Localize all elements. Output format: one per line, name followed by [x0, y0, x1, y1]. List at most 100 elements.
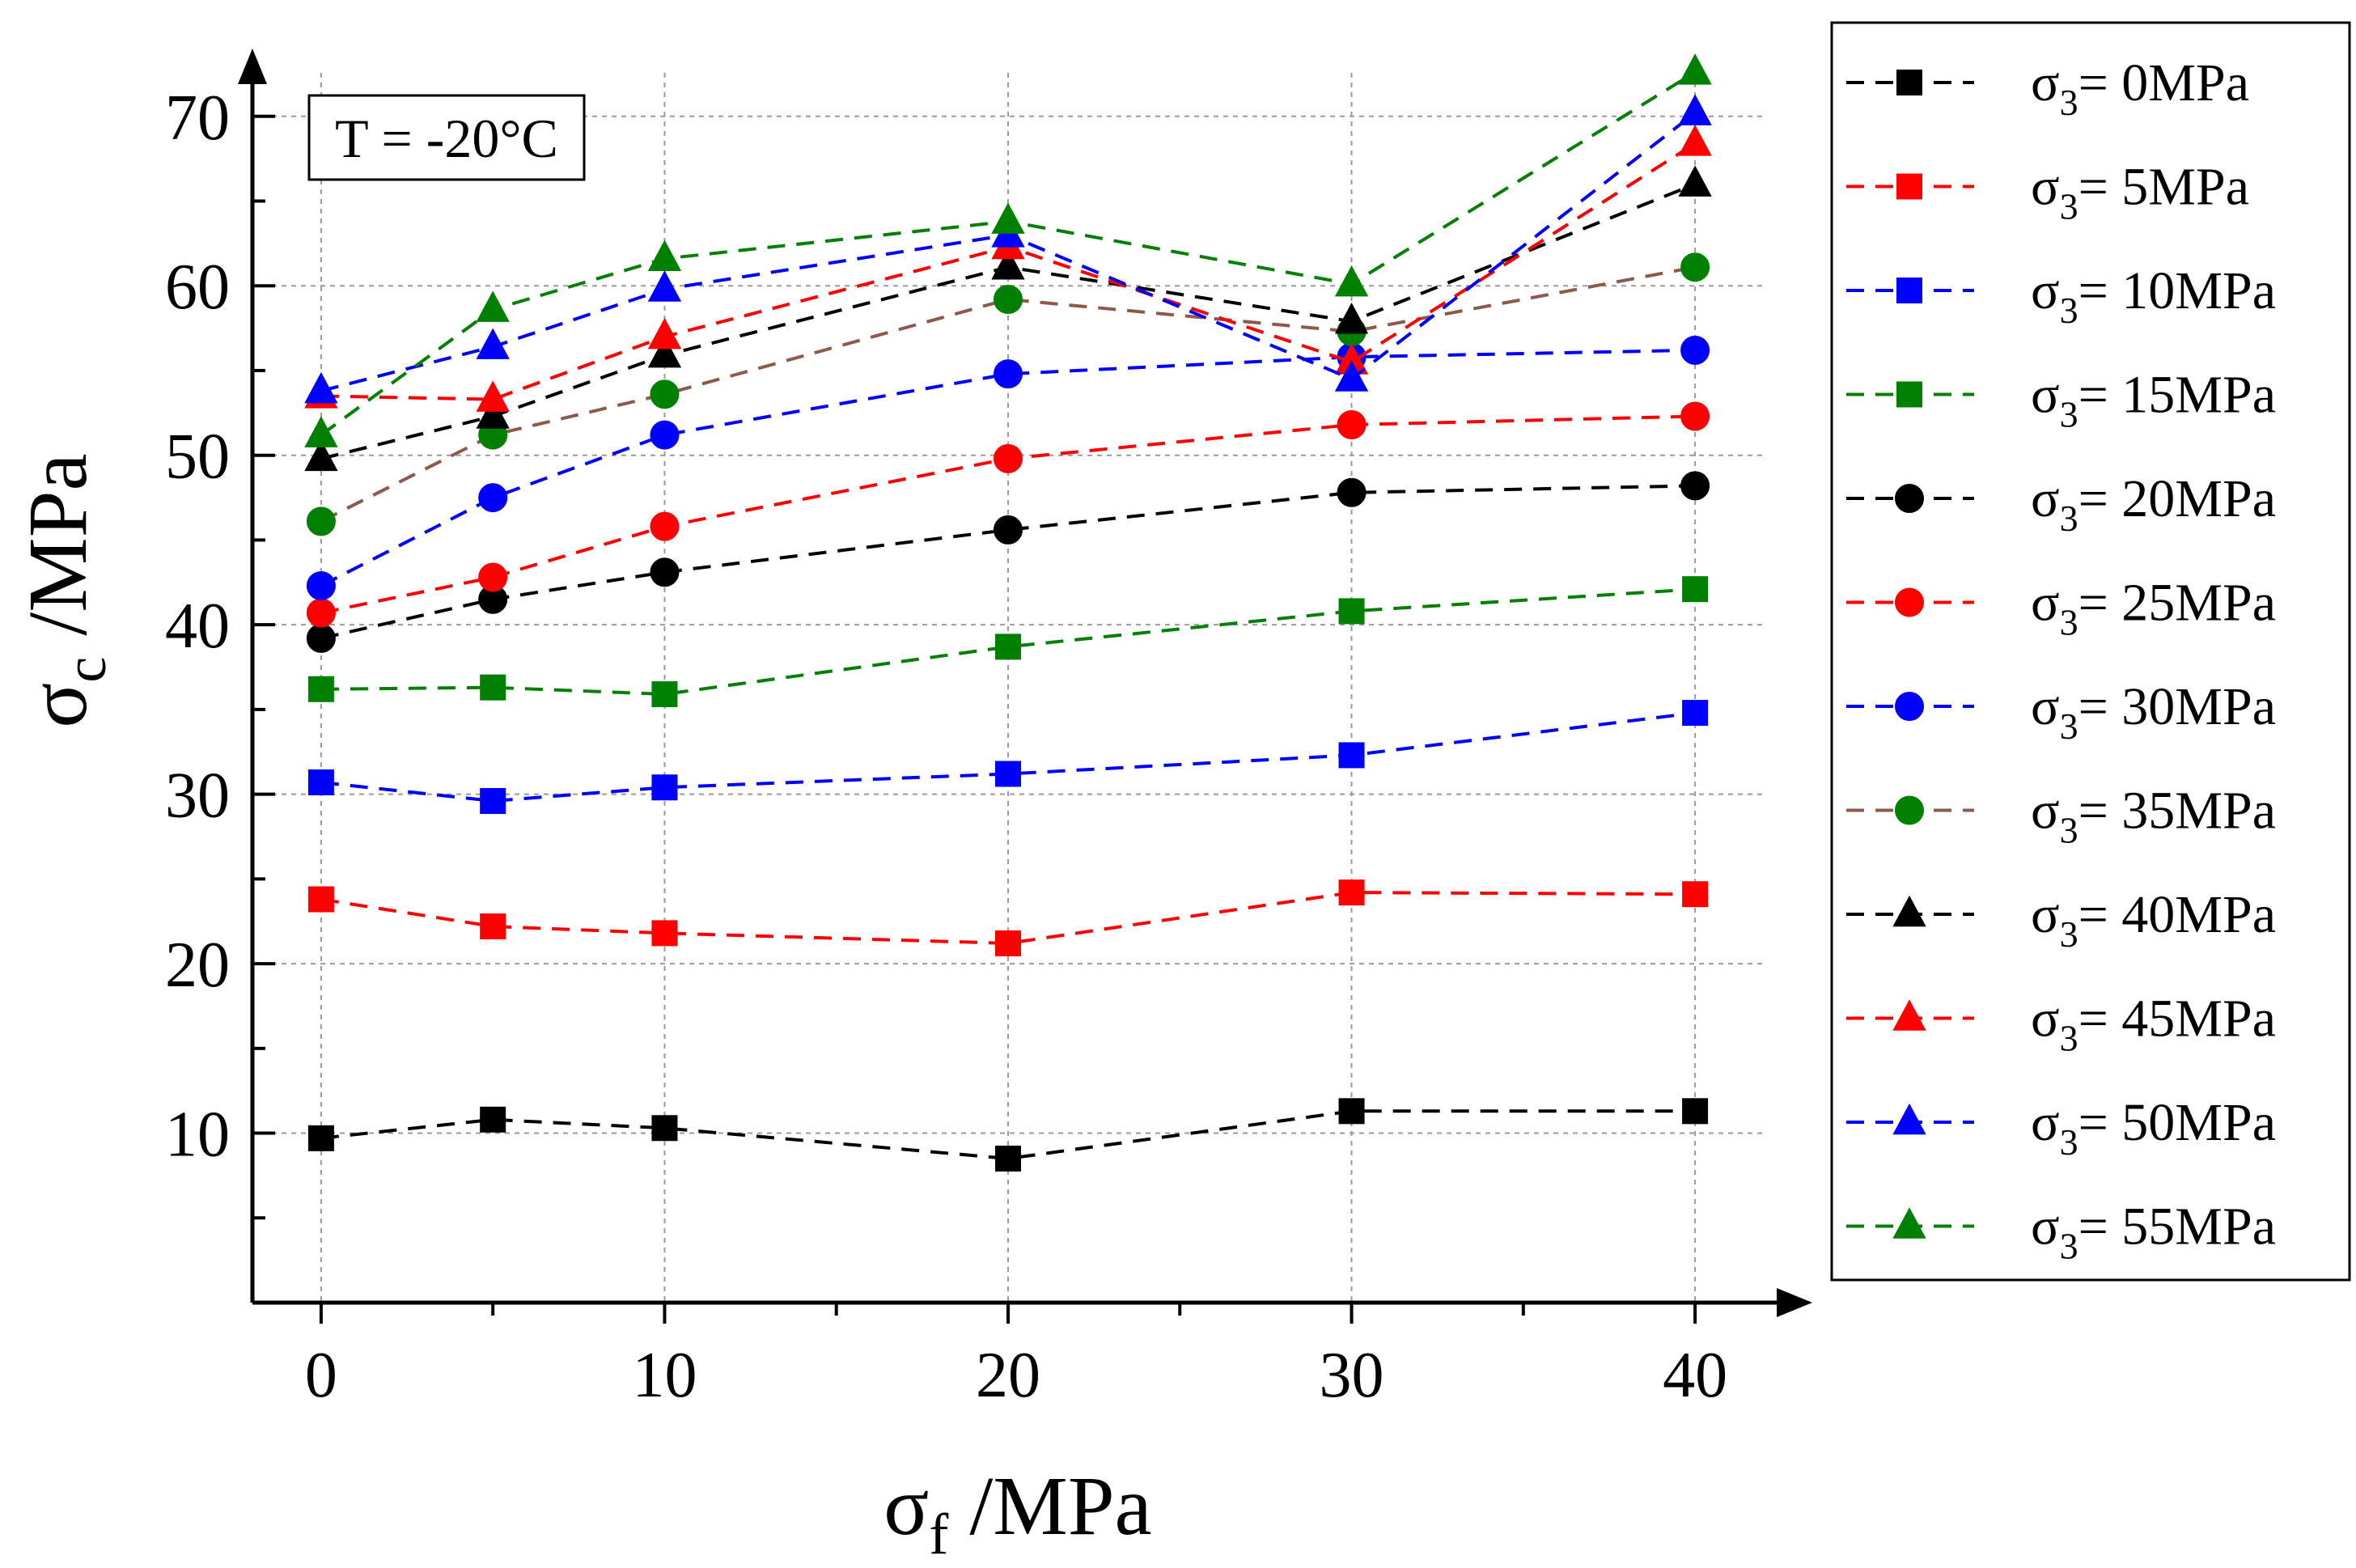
y-tick-label-50: 50 — [165, 422, 230, 493]
data-point-1-1 — [480, 913, 506, 939]
series-0 — [307, 1098, 1709, 1172]
data-point-0-3 — [995, 1145, 1021, 1172]
legend-label-0: σ3= 0MPa — [2031, 53, 2249, 123]
legend-label-value-1: = 5MPa — [2078, 158, 2249, 217]
y-axis-title-unit: /MPa — [11, 453, 104, 656]
legend-entry-10: σ3= 50MPa — [1846, 1093, 2276, 1163]
series-line-2 — [320, 711, 1696, 803]
x-axis-title-symbol: σ — [884, 1460, 929, 1553]
legend-label-symbol-1: σ — [2031, 158, 2060, 217]
data-point-5-5 — [1680, 401, 1710, 431]
legend-label-value-6: = 30MPa — [2078, 677, 2276, 736]
legend-label-symbol-8: σ — [2031, 885, 2060, 944]
data-point-3-0 — [307, 676, 334, 702]
data-point-6-5 — [1680, 335, 1710, 365]
legend-label-value-9: = 45MPa — [2078, 990, 2276, 1049]
data-point-4-4 — [1337, 477, 1367, 507]
axes: 0 10 20 30 40 10 20 30 40 50 60 70 — [165, 49, 1812, 1411]
data-point-3-5 — [1682, 576, 1709, 603]
legend-marker-10 — [1892, 1103, 1926, 1135]
series-8 — [304, 165, 1712, 472]
data-point-2-4 — [1338, 742, 1365, 769]
data-point-4-3 — [994, 515, 1023, 545]
legend-label-symbol-10: σ — [2031, 1093, 2060, 1152]
series-line-4 — [320, 484, 1696, 640]
data-point-3-4 — [1338, 598, 1365, 625]
legend-marker-4 — [1895, 484, 1924, 513]
series-line-0 — [320, 1109, 1696, 1161]
series-layer — [304, 53, 1712, 1172]
data-point-8-0 — [304, 439, 338, 472]
data-point-5-0 — [306, 598, 336, 628]
data-point-3-3 — [995, 634, 1021, 660]
legend-marker-2 — [1896, 278, 1922, 303]
legend-entry-9: σ3= 45MPa — [1846, 990, 2276, 1059]
legend-label-subscript-4: 3 — [2060, 498, 2078, 539]
data-point-4-0 — [306, 623, 336, 653]
y-tick-label-10: 10 — [165, 1100, 230, 1171]
data-point-9-5 — [1678, 125, 1712, 156]
annotation-box — [307, 94, 586, 181]
data-point-8-1 — [476, 397, 510, 429]
data-point-0-5 — [1682, 1098, 1709, 1125]
legend-marker-5 — [1895, 587, 1924, 617]
legend-marker-0 — [1896, 70, 1922, 95]
data-point-6-0 — [306, 570, 336, 600]
legend-label-value-3: = 15MPa — [2078, 366, 2276, 425]
legend-label-5: σ3= 25MPa — [2031, 574, 2276, 643]
data-point-0-4 — [1338, 1098, 1365, 1125]
series-line-6 — [320, 348, 1696, 587]
data-point-6-3 — [994, 359, 1023, 389]
legend-marker-7 — [1895, 795, 1924, 825]
legend-label-subscript-11: 3 — [2060, 1226, 2078, 1267]
data-point-10-1 — [476, 328, 510, 359]
legend-label-symbol-6: σ — [2031, 677, 2060, 736]
legend-marker-1 — [1896, 173, 1922, 200]
y-tick-label-20: 20 — [165, 930, 230, 1001]
y-axis-title-subscript: c — [53, 657, 118, 683]
legend-entry-5: σ3= 25MPa — [1846, 574, 2276, 643]
legend-entry-3: σ3= 15MPa — [1846, 366, 2276, 435]
data-point-2-2 — [651, 774, 678, 801]
data-point-9-2 — [647, 317, 682, 350]
series-line-8 — [320, 182, 1696, 460]
legend-label-subscript-5: 3 — [2060, 602, 2078, 643]
data-point-3-1 — [480, 674, 506, 701]
data-point-1-4 — [1338, 879, 1365, 906]
legend-label-6: σ3= 30MPa — [2031, 677, 2276, 747]
legend-label-symbol-4: σ — [2031, 469, 2060, 528]
data-point-11-1 — [476, 290, 510, 322]
data-point-11-4 — [1334, 265, 1369, 297]
series-11 — [304, 53, 1712, 447]
legend-label-value-8: = 40MPa — [2078, 885, 2276, 944]
legend-box — [1830, 21, 2351, 1282]
legend-label-subscript-10: 3 — [2060, 1121, 2078, 1163]
legend-label-symbol-11: σ — [2031, 1197, 2060, 1257]
legend-label-10: σ3= 50MPa — [2031, 1093, 2276, 1163]
y-tick-label-70: 70 — [165, 83, 230, 154]
data-point-5-1 — [478, 562, 508, 592]
data-point-11-3 — [991, 202, 1025, 234]
legend-entry-8: σ3= 40MPa — [1846, 885, 2276, 955]
series-line-11 — [320, 70, 1697, 437]
legend-label-symbol-7: σ — [2031, 782, 2060, 841]
data-point-10-2 — [647, 270, 682, 302]
y-axis-title-symbol: σ — [11, 683, 104, 728]
legend-marker-6 — [1895, 692, 1924, 721]
data-point-7-5 — [1680, 252, 1710, 282]
legend-label-3: σ3= 15MPa — [2031, 366, 2276, 435]
data-point-2-0 — [307, 769, 334, 795]
x-axis-title-unit: /MPa — [948, 1460, 1151, 1553]
legend-label-value-2: = 10MPa — [2078, 261, 2276, 320]
y-tick-label-40: 40 — [165, 591, 230, 662]
data-point-11-0 — [304, 416, 338, 447]
y-tick-label-30: 30 — [165, 761, 230, 832]
data-point-10-5 — [1678, 94, 1712, 125]
data-point-4-2 — [650, 557, 680, 587]
y-axis-title: σc /MPa — [11, 453, 118, 727]
data-point-5-3 — [994, 443, 1023, 473]
y-tick-label-60: 60 — [165, 252, 230, 323]
series-2 — [307, 700, 1709, 814]
